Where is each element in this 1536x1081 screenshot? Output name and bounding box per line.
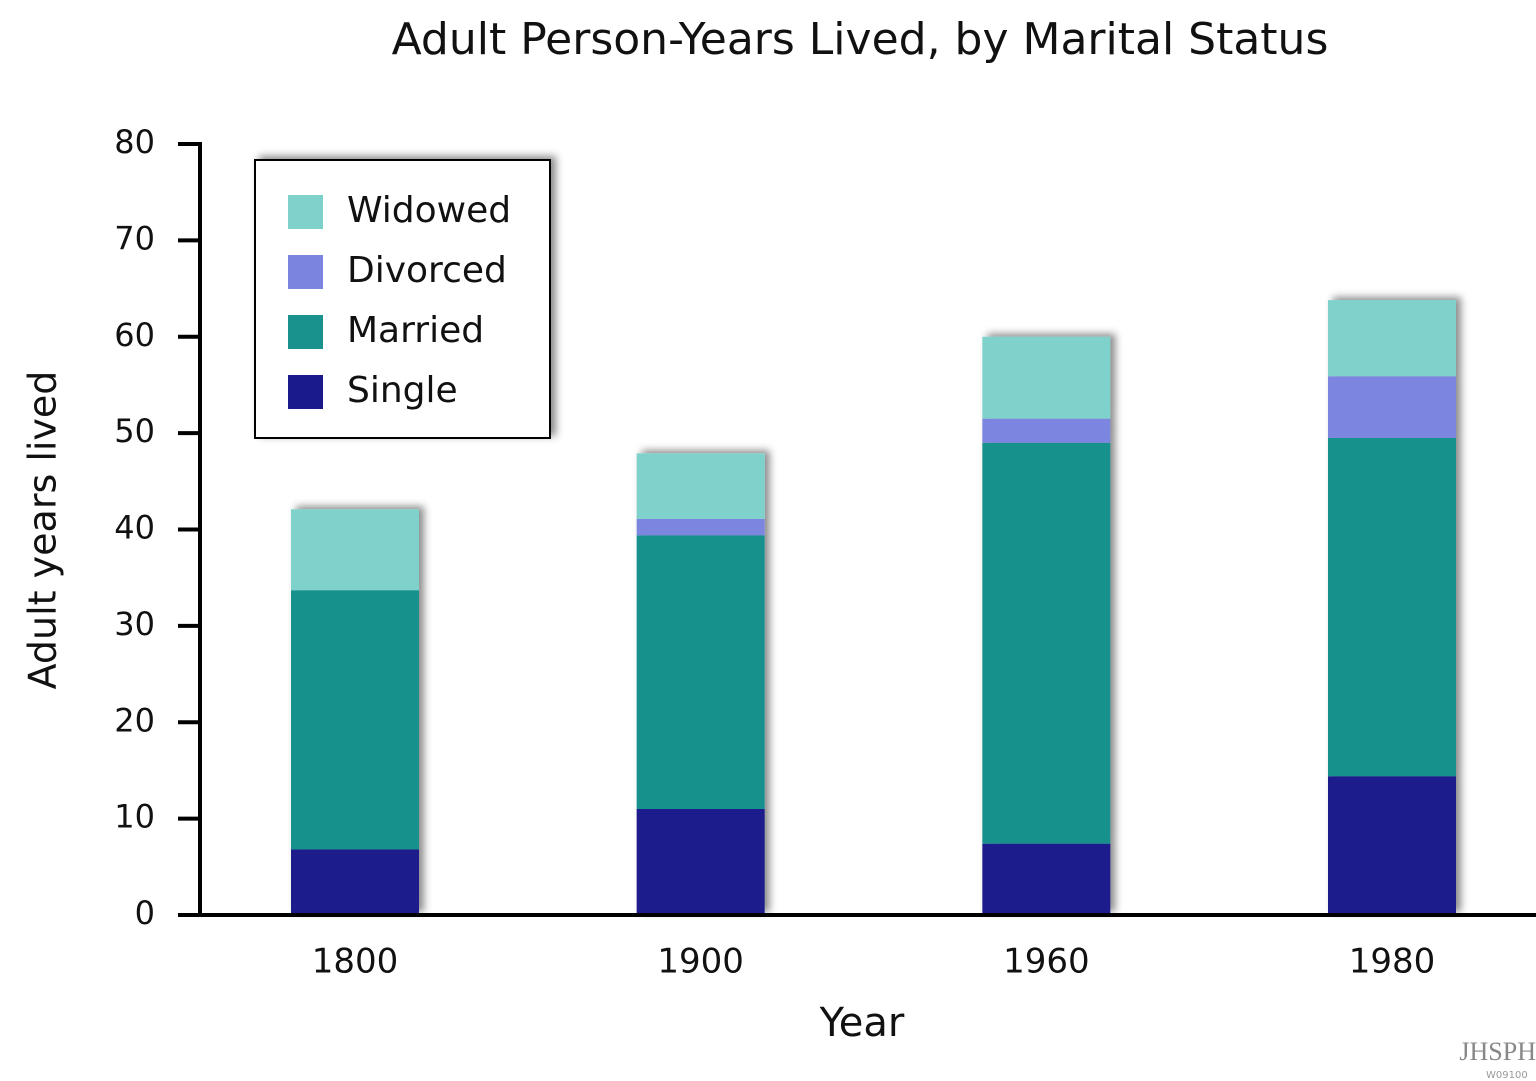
bar-segment xyxy=(1328,376,1456,438)
chart-title: Adult Person-Years Lived, by Marital Sta… xyxy=(392,14,1329,65)
y-tick-label: 10 xyxy=(114,798,155,836)
bar-stack xyxy=(982,336,1111,915)
logo: JHSPH xyxy=(1459,1037,1536,1066)
y-tick-label: 30 xyxy=(114,605,155,643)
x-tick-label: 1960 xyxy=(1003,942,1090,982)
bar-segment xyxy=(636,535,765,809)
y-tick-label: 60 xyxy=(114,316,155,354)
bar-stack xyxy=(1328,300,1456,915)
code: W09100 xyxy=(1486,1070,1528,1081)
bar-segment xyxy=(982,418,1111,443)
legend-swatch xyxy=(288,375,323,409)
bar-segment xyxy=(1328,437,1456,777)
bar-segment xyxy=(291,509,419,591)
y-tick-label: 50 xyxy=(114,412,155,450)
legend-swatch xyxy=(288,315,323,349)
y-tick-label: 40 xyxy=(114,509,155,547)
bar-segment xyxy=(636,808,765,915)
y-tick-label: 0 xyxy=(135,894,155,932)
legend-label: Widowed xyxy=(347,190,511,231)
y-tick-label: 70 xyxy=(114,219,155,257)
x-tick-label: 1800 xyxy=(312,942,399,982)
y-tick-label: 80 xyxy=(114,123,155,161)
x-tick-label: 1980 xyxy=(1349,942,1436,982)
legend-label: Married xyxy=(347,310,484,351)
legend-swatch xyxy=(288,255,323,289)
x-axis-label: Year xyxy=(819,1000,905,1046)
bar-segment xyxy=(982,336,1111,419)
y-tick-label: 20 xyxy=(114,701,155,739)
bar-segment xyxy=(1328,300,1456,377)
bar-stack xyxy=(291,509,419,915)
bar-segment xyxy=(982,843,1111,915)
bar-stack xyxy=(636,453,765,915)
legend-label: Divorced xyxy=(347,250,507,291)
bar-segment xyxy=(636,518,765,536)
bar-segment xyxy=(291,849,419,915)
bar-segment xyxy=(291,590,419,850)
legend-swatch xyxy=(288,195,323,229)
legend-label: Single xyxy=(347,370,458,411)
bar-segment xyxy=(982,442,1111,844)
y-axis-label: Adult years lived xyxy=(21,371,65,690)
bar-segment xyxy=(636,453,765,519)
x-tick-label: 1900 xyxy=(657,942,744,982)
bar-segment xyxy=(1328,776,1456,915)
